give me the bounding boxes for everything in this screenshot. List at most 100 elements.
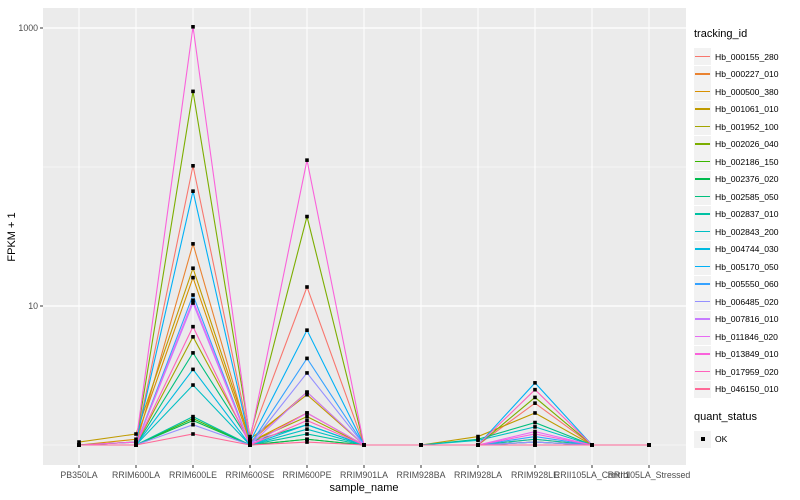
data-point bbox=[305, 392, 309, 397]
data-point bbox=[191, 266, 195, 271]
data-point bbox=[305, 432, 309, 436]
data-point bbox=[191, 383, 195, 387]
x-axis-title: sample_name bbox=[329, 482, 398, 494]
legend-item-label: Hb_002585_050 bbox=[715, 191, 779, 202]
data-point bbox=[647, 443, 651, 447]
data-point bbox=[191, 335, 195, 339]
data-point bbox=[419, 443, 423, 447]
data-point bbox=[533, 432, 537, 436]
legend-item-label: Hb_017959_020 bbox=[715, 366, 779, 377]
data-point bbox=[191, 324, 195, 329]
data-point bbox=[305, 422, 309, 427]
line-swatch bbox=[694, 345, 711, 363]
y-tick-label: 1000 bbox=[18, 23, 38, 33]
legend-item: Hb_002026_040 bbox=[694, 135, 798, 153]
data-point bbox=[533, 420, 537, 425]
legend-item-label: Hb_002186_150 bbox=[715, 156, 779, 167]
ok-point-swatch bbox=[694, 430, 711, 448]
legend-item: Hb_000500_380 bbox=[694, 83, 798, 100]
data-point bbox=[134, 440, 138, 444]
data-point bbox=[191, 89, 195, 94]
legend-item-label: Hb_000500_380 bbox=[715, 86, 779, 97]
line-swatch bbox=[694, 83, 711, 100]
line-swatch bbox=[694, 223, 711, 240]
data-point bbox=[248, 440, 252, 444]
data-point bbox=[305, 418, 309, 423]
data-point bbox=[533, 437, 537, 442]
data-point bbox=[191, 301, 195, 305]
data-point bbox=[533, 401, 537, 405]
data-point bbox=[191, 422, 195, 427]
line-swatch bbox=[694, 188, 711, 205]
data-point bbox=[362, 443, 366, 447]
data-point bbox=[305, 427, 309, 431]
legend-item: Hb_002186_150 bbox=[694, 153, 798, 170]
data-point bbox=[191, 293, 195, 297]
data-point bbox=[305, 440, 309, 444]
data-point bbox=[533, 381, 537, 385]
data-point bbox=[248, 443, 252, 447]
line-swatch bbox=[694, 380, 711, 398]
legend-item-label: Hb_002376_020 bbox=[715, 174, 779, 184]
y-tick-label: 10 bbox=[28, 301, 38, 311]
data-point bbox=[191, 25, 195, 29]
legend-item: Hb_017959_020 bbox=[694, 363, 798, 380]
x-tick-label: RRIM928LE bbox=[511, 470, 559, 480]
legend-item: Hb_004744_030 bbox=[694, 240, 798, 258]
legend-item-label: Hb_011846_020 bbox=[715, 331, 778, 342]
data-point bbox=[533, 440, 537, 444]
legend-item-label: Hb_046150_010 bbox=[715, 384, 779, 394]
x-tick-label: RRIM600SE bbox=[226, 470, 275, 480]
legend-item: Hb_002837_010 bbox=[694, 205, 798, 223]
legend-title: tracking_id bbox=[694, 28, 748, 40]
line-swatch bbox=[694, 153, 711, 170]
x-tick-label: RRII105LA_Control bbox=[554, 470, 630, 480]
legend-item: Hb_001952_100 bbox=[694, 118, 798, 135]
data-point bbox=[305, 437, 309, 442]
data-point bbox=[533, 425, 537, 429]
legend-item-label: Hb_000155_280 bbox=[715, 51, 779, 62]
data-point bbox=[248, 437, 252, 442]
data-point bbox=[533, 411, 537, 415]
line-swatch bbox=[694, 205, 711, 223]
legend: tracking_id Hb_000155_280 Hb_000227_010 Hb… bbox=[694, 28, 798, 448]
legend-item-label: Hb_004744_030 bbox=[715, 244, 779, 254]
data-point bbox=[191, 164, 195, 168]
data-point bbox=[134, 432, 138, 436]
legend-item-label: Hb_001952_100 bbox=[715, 121, 779, 132]
legend-item-label: Hb_007816_010 bbox=[715, 314, 779, 324]
legend-item: Hb_005550_060 bbox=[694, 275, 798, 293]
legend-item-label: Hb_006485_020 bbox=[715, 296, 779, 307]
data-point bbox=[476, 438, 480, 443]
line-swatch bbox=[694, 170, 711, 188]
x-tick-label: RRIM928BA bbox=[397, 470, 446, 480]
x-tick-label: RRIM928LA bbox=[454, 470, 502, 480]
data-point bbox=[248, 434, 252, 439]
data-point bbox=[305, 390, 309, 394]
x-tick-label: PB350LA bbox=[60, 470, 97, 480]
legend-item: Hb_007816_010 bbox=[694, 310, 798, 328]
data-point bbox=[305, 411, 309, 415]
legend-item: Hb_046150_010 bbox=[694, 380, 798, 398]
data-point bbox=[191, 275, 195, 280]
data-point bbox=[134, 437, 138, 442]
x-tick-label: RRII105LA_Stressed bbox=[608, 470, 691, 480]
x-tick-label: RRIM600PE bbox=[283, 470, 332, 480]
line-swatch bbox=[694, 328, 711, 345]
legend-item-ok: OK bbox=[694, 430, 798, 448]
line-swatch bbox=[694, 135, 711, 153]
line-swatch bbox=[694, 275, 711, 293]
quant-status-legend-title: quant_status bbox=[694, 410, 757, 423]
x-tick-label: RRIM600LA bbox=[112, 470, 160, 480]
data-point bbox=[533, 434, 537, 439]
data-point bbox=[305, 285, 309, 289]
legend-item: Hb_005170_050 bbox=[694, 258, 798, 275]
data-point bbox=[77, 443, 81, 447]
line-swatch bbox=[694, 310, 711, 328]
data-point bbox=[191, 416, 195, 421]
data-point bbox=[191, 414, 195, 419]
line-swatch bbox=[694, 100, 711, 118]
data-point bbox=[191, 418, 195, 423]
